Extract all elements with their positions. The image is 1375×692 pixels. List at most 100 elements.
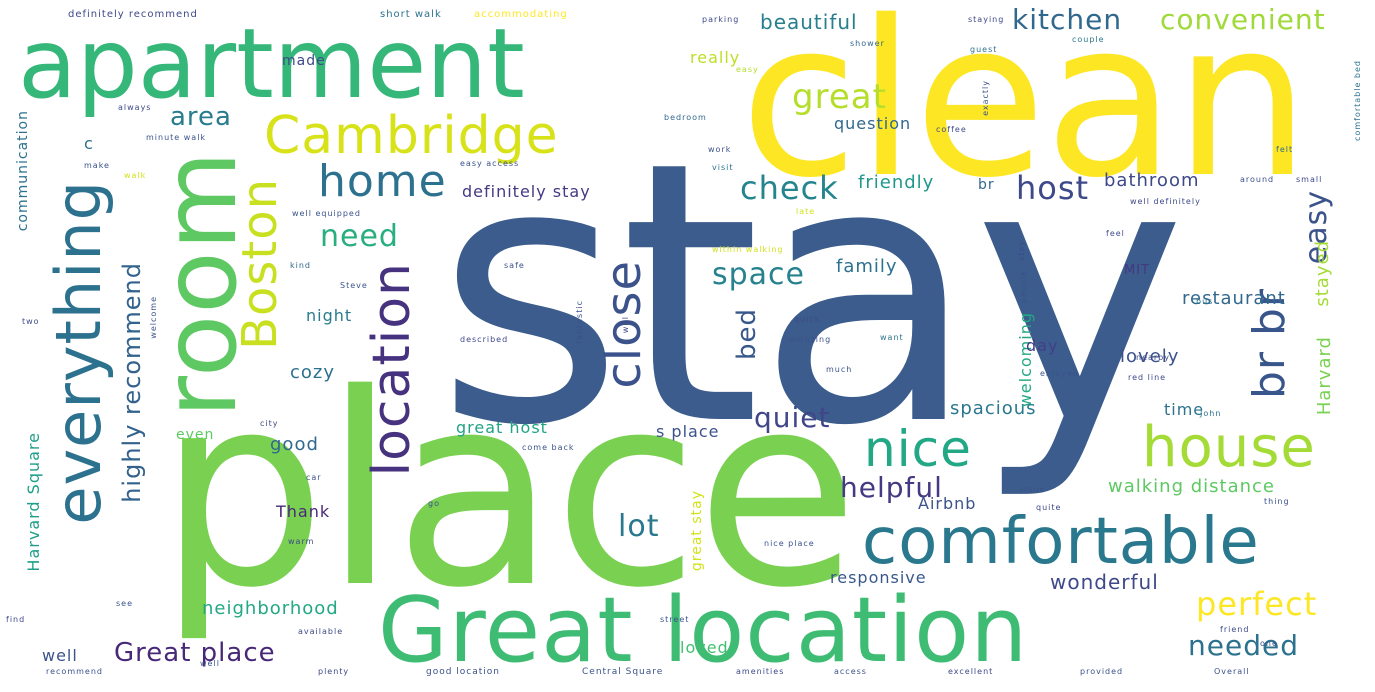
word: easy access: [460, 159, 520, 168]
word: quick: [794, 315, 821, 324]
word: communication: [15, 110, 31, 232]
word: accommodating: [474, 9, 568, 20]
word: well definitely: [1130, 197, 1201, 206]
word: location: [362, 262, 422, 477]
word: plenty: [318, 667, 350, 676]
word: even: [176, 427, 215, 443]
word: guest: [970, 45, 998, 54]
word: well: [42, 646, 78, 665]
word: feel: [1106, 229, 1125, 238]
word: really: [690, 48, 741, 67]
word: go: [428, 499, 440, 508]
word: quiet: [754, 401, 831, 434]
word: house: [1142, 415, 1316, 480]
word: clean: [740, 0, 1310, 225]
word: loved: [680, 638, 729, 657]
word: city: [260, 419, 279, 428]
word: late: [796, 207, 816, 216]
word: welcome: [149, 296, 158, 339]
word: walk: [124, 171, 147, 180]
word: red line: [1128, 373, 1167, 382]
word: space: [712, 257, 806, 292]
word: welcoming: [1016, 312, 1035, 408]
word: find: [6, 615, 26, 624]
word: beautiful: [760, 10, 858, 34]
word: want: [880, 333, 904, 342]
word: kind: [290, 261, 312, 270]
word: good: [270, 434, 319, 455]
word: car: [306, 473, 322, 482]
word: night: [306, 306, 353, 325]
word: amazing: [790, 335, 832, 344]
word: access: [834, 667, 867, 676]
word: restaurant: [1182, 288, 1286, 309]
word: definitely recommend: [68, 9, 198, 20]
word: within walking: [712, 245, 784, 254]
word: John: [1200, 409, 1222, 418]
word: home: [318, 156, 447, 207]
word: need: [320, 219, 399, 254]
word: apartment: [18, 8, 525, 120]
word: helpful: [840, 471, 943, 504]
word: enjoyed: [1040, 369, 1079, 378]
word: Harvard: [1314, 336, 1335, 416]
word: friendly: [858, 172, 935, 193]
word: well equipped: [292, 209, 361, 218]
word: available: [298, 627, 344, 636]
word: everything: [42, 180, 115, 525]
word: excellent: [948, 667, 994, 676]
word: place: [158, 338, 859, 646]
word: Harvard Square: [24, 432, 43, 572]
word: good location: [426, 667, 501, 677]
word: fantastic: [575, 300, 584, 344]
word: issue: [1020, 485, 1046, 494]
word: area: [170, 102, 232, 132]
word: recommend: [46, 667, 103, 676]
word: day: [1026, 336, 1059, 355]
word: bedroom: [664, 113, 707, 122]
word: br: [978, 177, 995, 193]
word: family: [836, 256, 898, 277]
word: parking: [702, 15, 740, 24]
word: people: [1019, 270, 1028, 304]
word: made: [282, 53, 326, 69]
word: nice: [864, 420, 972, 478]
word: Thank: [276, 502, 331, 521]
word: nice place: [764, 539, 815, 548]
word: see: [116, 599, 134, 608]
word: Overall: [1214, 667, 1250, 676]
word: Central Square: [582, 667, 664, 677]
word: safe: [504, 261, 525, 270]
word: question: [834, 114, 912, 133]
word: Steve: [340, 281, 368, 290]
word: Boston: [232, 178, 288, 350]
word: couple: [1072, 35, 1105, 44]
word: friend: [1220, 625, 1250, 634]
word: Airbnb: [918, 494, 977, 513]
word: short walk: [380, 9, 442, 20]
word: easy: [736, 65, 759, 74]
word: convenient: [1160, 3, 1326, 36]
word: provided: [1080, 667, 1124, 676]
word: one: [1260, 639, 1278, 648]
word: around: [1240, 175, 1275, 184]
word: Great place: [114, 638, 276, 668]
word: highly recommend: [118, 262, 146, 503]
word: bed: [732, 308, 762, 361]
word: great host: [456, 418, 548, 437]
word: make: [84, 161, 110, 170]
word: MIT: [1124, 263, 1150, 278]
word: nearby: [1136, 353, 1170, 362]
word: lot: [618, 509, 660, 544]
word: stay: [1017, 240, 1026, 261]
word: will: [621, 316, 630, 334]
word: comfortable: [862, 505, 1260, 579]
word: walking distance: [1108, 476, 1276, 497]
word: small: [1296, 175, 1323, 184]
word: quite: [1036, 503, 1062, 512]
word: perfect: [1196, 585, 1318, 623]
word: great stay: [689, 490, 705, 572]
word: bus: [1196, 297, 1214, 306]
word: comfortable bed: [1353, 60, 1362, 141]
word: host: [1016, 169, 1090, 207]
